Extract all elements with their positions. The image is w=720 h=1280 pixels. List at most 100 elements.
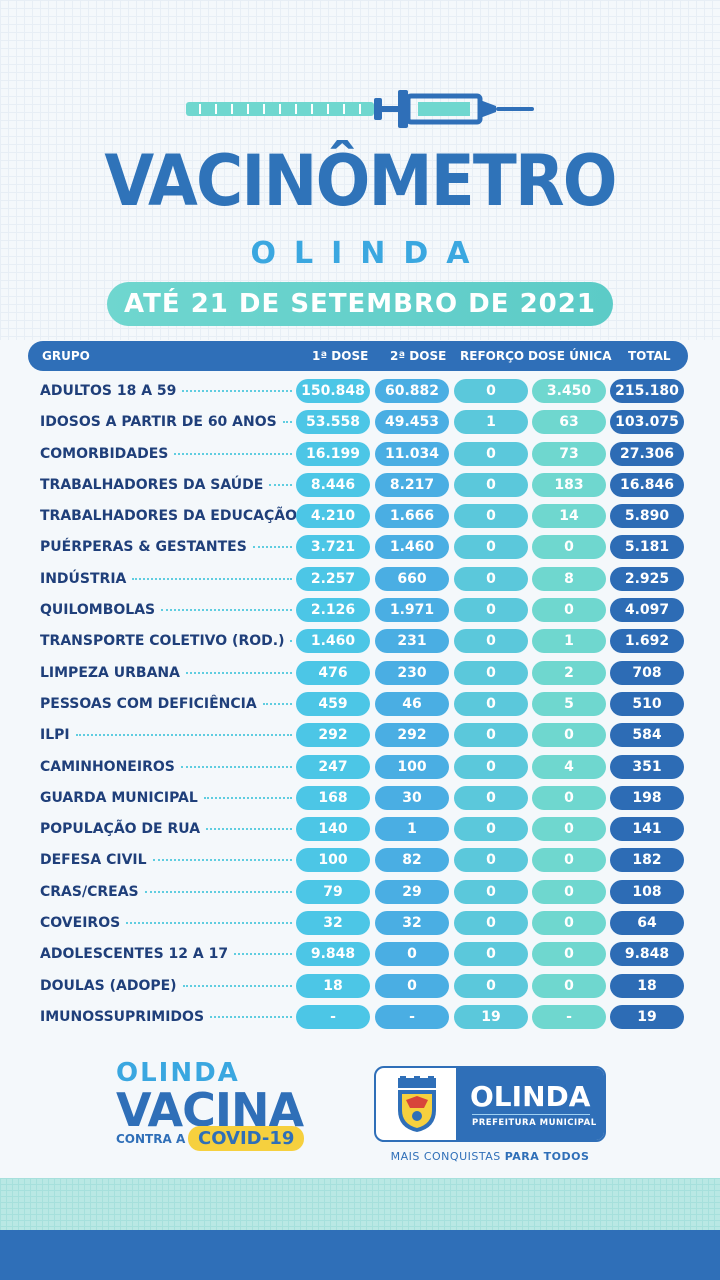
cell-dose-unica: 8 — [532, 566, 606, 591]
olinda-crest-icon — [398, 1076, 436, 1132]
cell-dose-unica: 3.450 — [532, 379, 606, 403]
group-label: QUILOMBOLAS — [40, 600, 296, 620]
cell-dose-unica: 0 — [532, 879, 606, 904]
cell-reforco: 0 — [454, 566, 528, 591]
group-label: POPULAÇÃO DE RUA — [40, 819, 296, 839]
cell-dose2: 30 — [375, 785, 449, 810]
date-badge: ATÉ 21 DE SETEMBRO DE 2021 — [107, 282, 613, 326]
cell-reforco: 0 — [454, 504, 528, 529]
cell-total: 1.692 — [610, 629, 684, 654]
group-label: TRABALHADORES DA EDUCAÇÃO — [40, 506, 296, 526]
group-label: TRABALHADORES DA SAÚDE — [40, 475, 296, 495]
table-row: DOULAS (ADOPE) 18 0 0 0 18 — [0, 971, 720, 1002]
cell-dose2: 1 — [375, 817, 449, 842]
campaign-main: VACINA — [116, 1083, 304, 1137]
cell-dose1: 8.446 — [296, 472, 370, 497]
campaign-logo: OLINDA VACINA CONTRA A COVID-19 — [116, 1058, 316, 1151]
cell-dose-unica: 5 — [532, 691, 606, 716]
cell-dose1: 4.210 — [296, 504, 370, 529]
group-name: COVEIROS — [40, 915, 121, 932]
campaign-top: OLINDA — [116, 1058, 240, 1088]
logo-panel: OLINDA PREFEITURA MUNICIPAL — [456, 1068, 604, 1140]
cell-dose-unica: 0 — [532, 785, 606, 810]
cell-reforco: 0 — [454, 785, 528, 810]
cell-total: 141 — [610, 817, 684, 842]
cell-total: 27.306 — [610, 441, 684, 466]
cell-reforco: 0 — [454, 379, 528, 403]
cell-reforco: 0 — [454, 817, 528, 842]
cell-dose-unica: 4 — [532, 754, 606, 779]
leader-dots — [161, 609, 292, 612]
cell-reforco: 0 — [454, 629, 528, 654]
logo-divider — [472, 1114, 590, 1115]
tagline-bold: PARA TODOS — [504, 1150, 590, 1163]
leader-dots — [252, 546, 292, 549]
cell-dose-unica: 0 — [532, 848, 606, 873]
leader-dots — [234, 953, 292, 956]
cell-dose-unica: - — [532, 1004, 606, 1029]
group-name: ADOLESCENTES 12 A 17 — [40, 946, 229, 963]
header-reforco: REFORÇO — [460, 349, 525, 363]
table-row: LIMPEZA URBANA 476 230 0 2 708 — [0, 658, 720, 689]
group-name: TRABALHADORES DA SAÚDE — [40, 476, 264, 493]
group-label: ILPI — [40, 725, 296, 745]
leader-dots — [290, 640, 292, 643]
group-name: COMORBIDADES — [40, 445, 169, 462]
table-row: POPULAÇÃO DE RUA 140 1 0 0 141 — [0, 814, 720, 845]
cell-dose-unica: 0 — [532, 598, 606, 623]
table-body: ADULTOS 18 A 59 150.848 60.882 0 3.450 215.18… — [0, 376, 720, 1033]
cell-reforco: 0 — [454, 879, 528, 904]
group-name: DOULAS (ADOPE) — [40, 977, 177, 994]
campaign-contra: CONTRA A — [116, 1132, 186, 1146]
logo-subtitle: PREFEITURA MUNICIPAL — [472, 1118, 597, 1128]
prefeitura-logo: OLINDA PREFEITURA MUNICIPAL — [374, 1066, 606, 1142]
cell-dose2: 231 — [375, 629, 449, 654]
cell-dose2: 100 — [375, 754, 449, 779]
table-row: TRANSPORTE COLETIVO (ROD.) 1.460 231 0 1 1.69… — [0, 626, 720, 657]
group-name: PESSOAS COM DEFICIÊNCIA — [40, 695, 257, 712]
cell-reforco: 0 — [454, 911, 528, 936]
cell-dose1: 1.460 — [296, 629, 370, 654]
cell-dose1: 140 — [296, 817, 370, 842]
leader-dots — [152, 859, 292, 862]
table-row: PESSOAS COM DEFICIÊNCIA 459 46 0 5 510 — [0, 689, 720, 720]
table-row: QUILOMBOLAS 2.126 1.971 0 0 4.097 — [0, 595, 720, 626]
tagline-prefix: MAIS CONQUISTAS — [390, 1150, 501, 1163]
cell-dose1: 459 — [296, 691, 370, 716]
cell-dose2: 660 — [375, 566, 449, 591]
cell-dose-unica: 0 — [532, 973, 606, 998]
date-label: ATÉ 21 DE SETEMBRO DE 2021 — [124, 289, 596, 319]
group-name: GUARDA MUNICIPAL — [40, 789, 198, 806]
table-row: IDOSOS A PARTIR DE 60 ANOS 53.558 49.453 1 6… — [0, 407, 720, 438]
group-label: INDÚSTRIA — [40, 569, 296, 589]
group-label: COMORBIDADES — [40, 444, 296, 464]
cell-dose-unica: 0 — [532, 535, 606, 560]
cell-reforco: 0 — [454, 754, 528, 779]
cell-dose1: - — [296, 1004, 370, 1029]
cell-dose2: 0 — [375, 973, 449, 998]
syringe-icon — [186, 90, 534, 128]
cell-dose-unica: 14 — [532, 504, 606, 529]
group-label: DEFESA CIVIL — [40, 850, 296, 870]
table-row: IMUNOSSUPRIMIDOS - -19-19 — [0, 1002, 720, 1033]
bottom-pattern — [0, 1178, 720, 1230]
cell-total: 510 — [610, 691, 684, 716]
group-name: TRANSPORTE COLETIVO (ROD.) — [40, 633, 285, 650]
leader-dots — [75, 734, 292, 737]
table-row: COMORBIDADES 16.199 11.034 0 73 27.306 — [0, 439, 720, 470]
leader-dots — [144, 890, 292, 893]
cell-dose2: 32 — [375, 911, 449, 936]
cell-dose-unica: 2 — [532, 660, 606, 685]
group-label: LIMPEZA URBANA — [40, 663, 296, 683]
cell-dose1: 150.848 — [296, 379, 370, 403]
header-group: GRUPO — [42, 349, 90, 363]
cell-dose2: 60.882 — [375, 379, 449, 403]
group-label: CAMINHONEIROS — [40, 757, 296, 777]
cell-reforco: 0 — [454, 973, 528, 998]
table-header: GRUPO 1ª DOSE 2ª DOSE REFORÇO DOSE ÚNICA… — [28, 341, 688, 371]
cell-total: 9.848 — [610, 942, 684, 967]
table-row: ADOLESCENTES 12 A 17 9.848 0 0 0 9.848 — [0, 939, 720, 970]
cell-dose-unica: 0 — [532, 723, 606, 748]
cell-reforco: 0 — [454, 441, 528, 466]
page-title: VACINÔMETRO — [104, 140, 617, 222]
